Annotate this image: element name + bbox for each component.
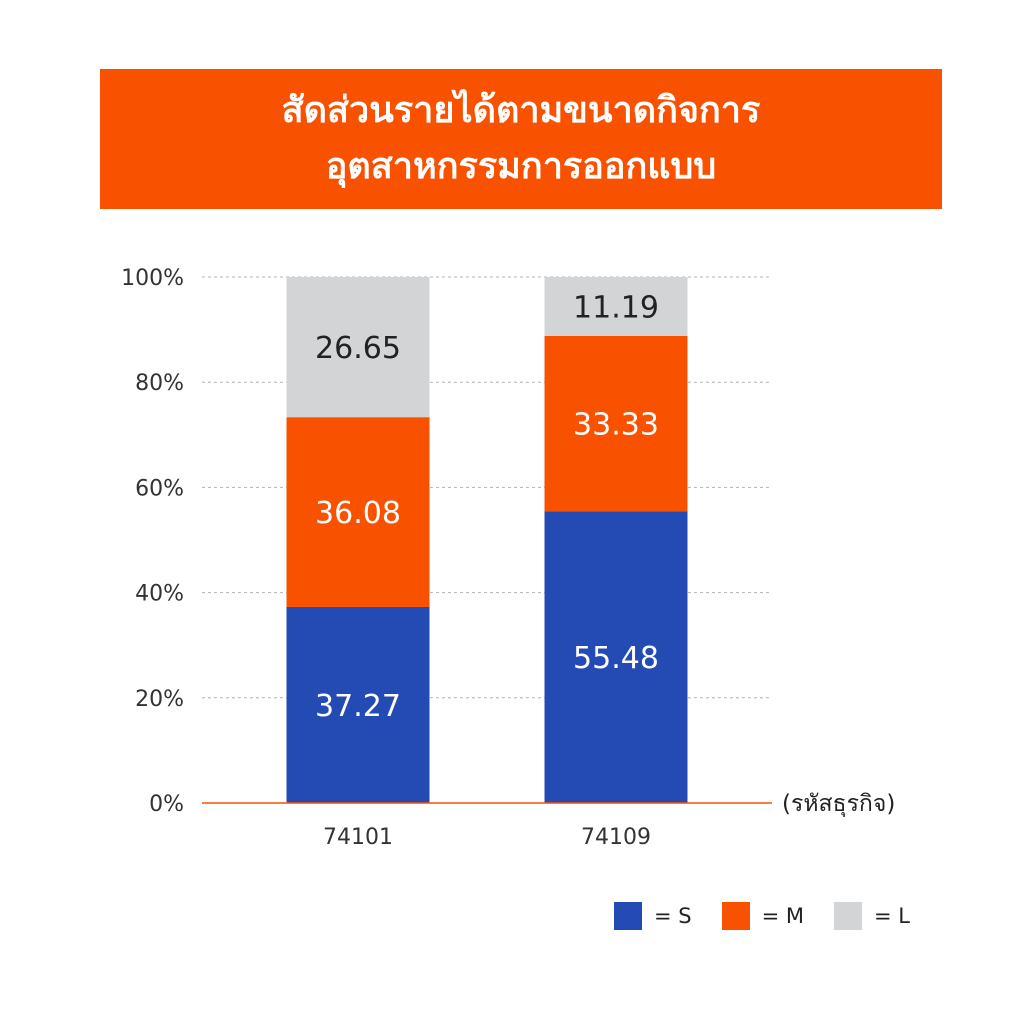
bars: 37.27 36.08 26.65 55.48 33.33 11.19 [286, 277, 688, 803]
y-tick-label: 100% [121, 266, 184, 291]
data-label: 36.08 [315, 496, 401, 531]
y-tick-label: 0% [149, 792, 184, 817]
bar-segment-m [544, 335, 688, 512]
bar-segment-l [286, 277, 430, 418]
bar-segment-l [544, 277, 688, 336]
x-tick-label: 74101 [323, 825, 393, 850]
title-banner: สัดส่วนรายได้ตามขนาดกิจการ อุตสาหกรรมการ… [100, 69, 942, 209]
bar-segment-m [286, 417, 430, 607]
y-tick-label: 80% [135, 371, 184, 396]
data-label: 33.33 [573, 408, 659, 443]
legend-swatch-l [834, 902, 862, 930]
y-axis-ticks: 0% 20% 40% 60% 80% 100% [121, 266, 184, 817]
bar-segment-s [544, 511, 688, 803]
y-tick-label: 60% [135, 476, 184, 501]
data-label: 37.27 [315, 689, 401, 724]
data-label: 11.19 [573, 290, 659, 325]
x-tick-label: 74109 [581, 825, 651, 850]
legend-label-l: = L [874, 904, 910, 928]
legend-item-s: = S [614, 902, 692, 930]
legend-item-m: = M [721, 902, 804, 930]
legend-item-l: = L [834, 902, 910, 930]
y-tick-label: 40% [135, 582, 184, 607]
chart-title-line-2: อุตสาหกรรมการออกแบบ [325, 146, 717, 187]
x-axis-ticks: 74101 74109 [323, 825, 651, 850]
x-axis-label: (รหัสธุรกิจ) [782, 791, 895, 817]
legend: = S = M = L [614, 902, 910, 930]
legend-label-m: = M [761, 904, 804, 928]
bar-segment-s [286, 606, 430, 803]
legend-label-s: = S [654, 904, 692, 928]
legend-swatch-m [721, 902, 750, 930]
data-label: 55.48 [573, 641, 659, 676]
data-label: 26.65 [315, 331, 401, 366]
y-tick-label: 20% [135, 687, 184, 712]
chart-title-line-1: สัดส่วนรายได้ตามขนาดกิจการ [281, 90, 761, 131]
legend-swatch-s [614, 902, 642, 930]
